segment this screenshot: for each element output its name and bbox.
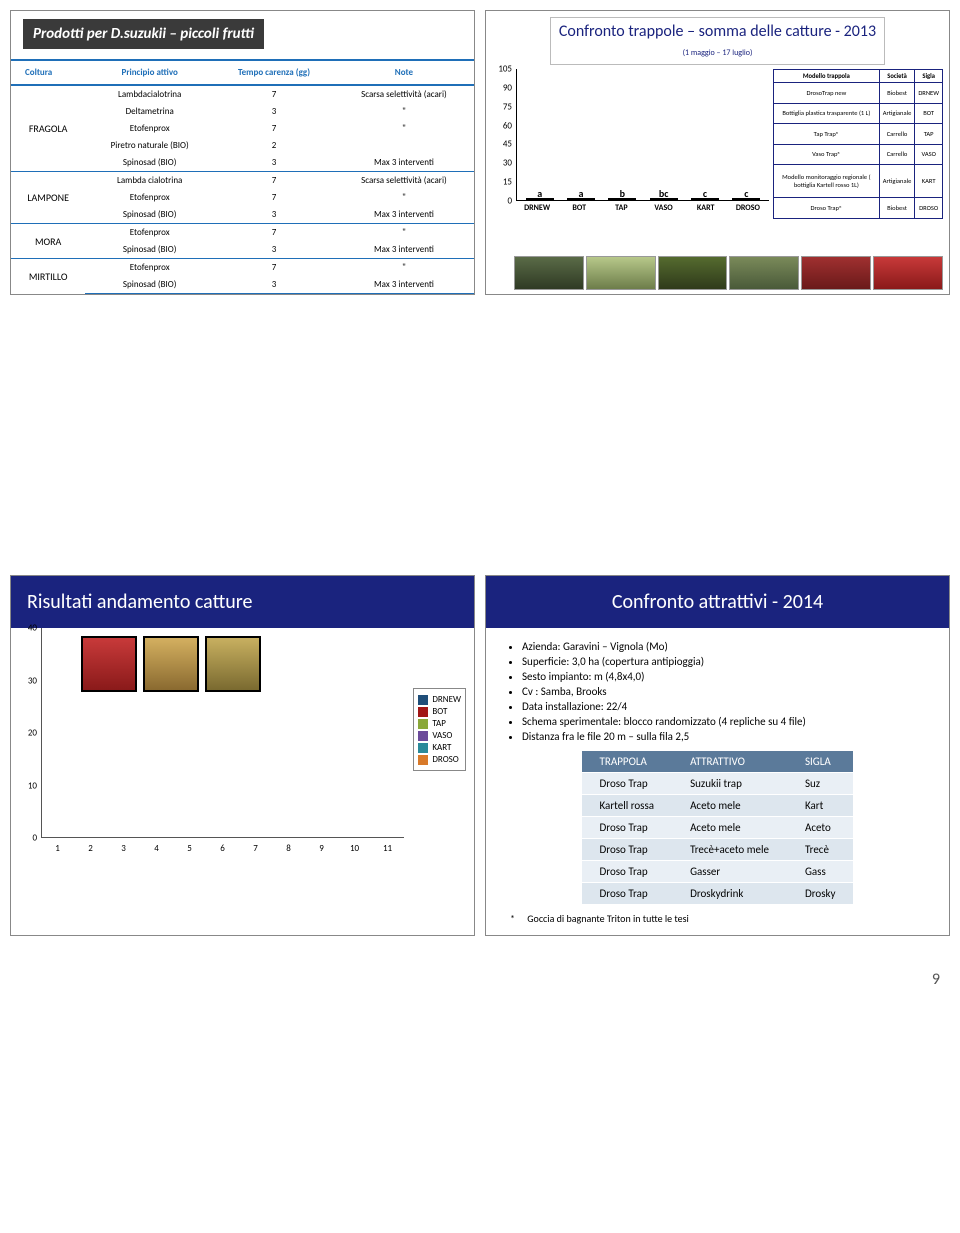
risultati-legend: DRNEWBOTTAPVASOKARTDROSO xyxy=(413,688,466,771)
legend-item: TAP xyxy=(418,718,461,729)
trappole-legend-table: Modello trappolaSocietàSigla DrosoTrap n… xyxy=(773,69,943,219)
risultati-panel: Risultati andamento catture 010203040 12… xyxy=(10,575,475,936)
bullet-item: Azienda: Garavini – Vignola (Mo) xyxy=(522,640,933,653)
attrattivi-row: Droso TrapSuzukii trapSuz xyxy=(582,773,854,795)
trap-bar: c xyxy=(691,198,719,200)
prodotti-title: Prodotti per D.suzukii – piccoli frutti xyxy=(21,17,266,51)
bullet-item: Sesto impianto: m (4,8x4,0) xyxy=(522,670,933,683)
trap-bar: a xyxy=(526,198,554,200)
legend-row: Vaso Trap®CarrelloVASO xyxy=(774,144,943,165)
prodotti-header: Tempo carenza (gg) xyxy=(214,60,334,85)
legend-item: BOT xyxy=(418,706,461,717)
attrattivi-row: Droso TrapAceto meleAceto xyxy=(582,817,854,839)
prodotti-panel: Prodotti per D.suzukii – piccoli frutti … xyxy=(10,10,475,295)
confronto-title: Confronto trappole – somma delle catture… xyxy=(550,17,885,65)
inset-photos xyxy=(81,636,261,692)
attrattivi-row: Kartell rossaAceto meleKart xyxy=(582,795,854,817)
bullet-item: Distanza fra le file 20 m – sulla fila 2… xyxy=(522,730,933,743)
legend-row: DrosoTrap newBiobestDRNEW xyxy=(774,83,943,104)
prodotti-row: FRAGOLALambdacialotrina7Scarsa selettivi… xyxy=(11,85,474,103)
legend-row: Droso Trap®BiobestDROSO xyxy=(774,198,943,219)
attrattivi-table: TRAPPOLAATTRATTIVOSIGLA Droso TrapSuzuki… xyxy=(582,751,854,904)
trap-photo xyxy=(873,256,943,290)
prodotti-header: Principio attivo xyxy=(85,60,214,85)
inset-photo xyxy=(143,636,199,692)
prodotti-header: Coltura xyxy=(11,60,85,85)
trap-bar: bc xyxy=(650,198,678,200)
attrattivi-row: Droso TrapGasserGass xyxy=(582,861,854,883)
legend-row: Bottiglia plastica trasparente (1 L)Arti… xyxy=(774,103,943,124)
prodotti-table: ColturaPrincipio attivoTempo carenza (gg… xyxy=(11,59,474,294)
attrattivi-title: Confronto attrattivi - 2014 xyxy=(486,576,949,628)
confronto-trappole-panel: Confronto trappole – somma delle catture… xyxy=(485,10,950,295)
bullet-item: Cv : Samba, Brooks xyxy=(522,685,933,698)
prodotti-header: Note xyxy=(334,60,474,85)
trap-bar: c xyxy=(732,198,760,200)
prodotti-row: MIRTILLOEtofenprox7" xyxy=(11,259,474,277)
trappole-bar-chart: 0153045607590105 aabbccc DRNEWBOTTAPVASO… xyxy=(488,69,769,219)
risultati-title: Risultati andamento catture xyxy=(11,576,474,628)
inset-photo xyxy=(81,636,137,692)
prodotti-row: LAMPONELambda cialotrina7Scarsa selettiv… xyxy=(11,172,474,190)
inset-photo xyxy=(205,636,261,692)
trap-photo xyxy=(801,256,871,290)
attrattivi-panel: Confronto attrattivi - 2014 Azienda: Gar… xyxy=(485,575,950,936)
trap-photo xyxy=(658,256,728,290)
trap-bar: a xyxy=(567,198,595,200)
bullet-item: Superficie: 3,0 ha (copertura antipioggi… xyxy=(522,655,933,668)
attrattivi-bullets: Azienda: Garavini – Vignola (Mo) Superfic… xyxy=(502,640,933,743)
legend-item: KART xyxy=(418,742,461,753)
legend-item: DRNEW xyxy=(418,694,461,705)
trap-photo xyxy=(514,256,584,290)
legend-row: Modello monitoraggio regionale ( bottigl… xyxy=(774,165,943,198)
bullet-item: Data installazione: 22/4 xyxy=(522,700,933,713)
attrattivi-row: Droso TrapDroskydrinkDrosky xyxy=(582,883,854,905)
legend-item: VASO xyxy=(418,730,461,741)
bullet-item: Schema sperimentale: blocco randomizzato… xyxy=(522,715,933,728)
trap-photo xyxy=(729,256,799,290)
attrattivi-row: Droso TrapTrecè+aceto meleTrecè xyxy=(582,839,854,861)
trap-bar: b xyxy=(608,198,636,200)
legend-item: DROSO xyxy=(418,754,461,765)
page-number: 9 xyxy=(10,966,950,993)
legend-row: Tap Trap®CarrelloTAP xyxy=(774,124,943,145)
attrattivi-footnote: * Goccia di bagnante Triton in tutte le … xyxy=(502,912,933,925)
trap-photos-row xyxy=(514,256,943,290)
trap-photo xyxy=(586,256,656,290)
prodotti-row: MORAEtofenprox7" xyxy=(11,224,474,242)
